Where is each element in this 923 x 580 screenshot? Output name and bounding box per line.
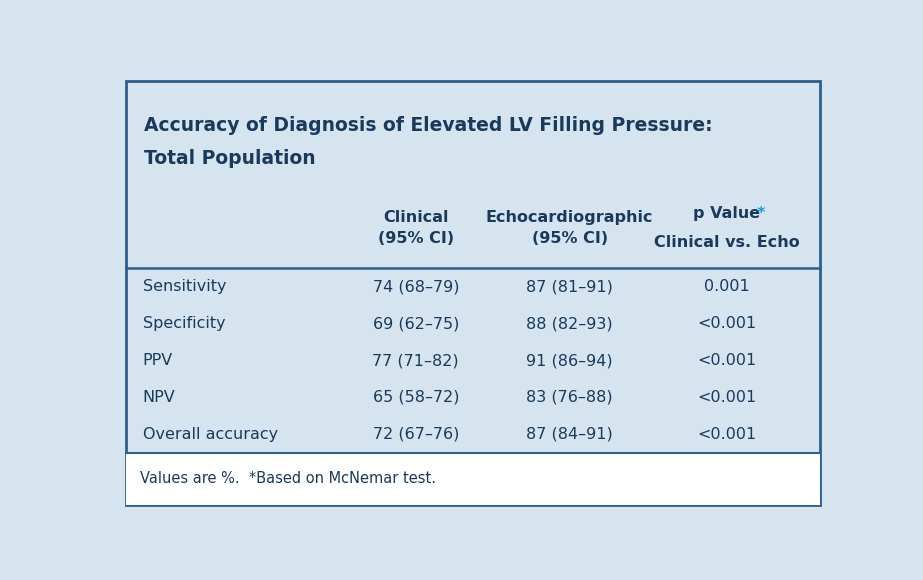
Text: 74 (68–79): 74 (68–79) xyxy=(373,280,459,294)
Text: 69 (62–75): 69 (62–75) xyxy=(373,316,459,331)
Text: Total Population: Total Population xyxy=(144,150,316,168)
Text: 91 (86–94): 91 (86–94) xyxy=(526,353,613,368)
Text: 87 (81–91): 87 (81–91) xyxy=(526,280,613,294)
Text: <0.001: <0.001 xyxy=(698,390,757,405)
Text: NPV: NPV xyxy=(142,390,175,405)
Text: *: * xyxy=(757,206,765,222)
Text: <0.001: <0.001 xyxy=(698,353,757,368)
Text: <0.001: <0.001 xyxy=(698,316,757,331)
Text: Accuracy of Diagnosis of Elevated LV Filling Pressure:: Accuracy of Diagnosis of Elevated LV Fil… xyxy=(144,116,713,135)
Text: 0.001: 0.001 xyxy=(704,280,749,294)
Text: 87 (84–91): 87 (84–91) xyxy=(526,427,613,442)
Text: Specificity: Specificity xyxy=(142,316,225,331)
Text: 65 (58–72): 65 (58–72) xyxy=(373,390,459,405)
FancyBboxPatch shape xyxy=(126,453,820,505)
Text: PPV: PPV xyxy=(142,353,173,368)
Text: Sensitivity: Sensitivity xyxy=(142,280,226,294)
FancyBboxPatch shape xyxy=(126,81,820,505)
Text: Echocardiographic
(95% CI): Echocardiographic (95% CI) xyxy=(485,210,653,246)
Text: Clinical vs. Echo: Clinical vs. Echo xyxy=(654,235,800,250)
Text: Overall accuracy: Overall accuracy xyxy=(142,427,278,442)
Text: 72 (67–76): 72 (67–76) xyxy=(373,427,459,442)
Text: Values are %.  *Based on McNemar test.: Values are %. *Based on McNemar test. xyxy=(140,472,437,487)
Text: <0.001: <0.001 xyxy=(698,427,757,442)
Text: p Value: p Value xyxy=(693,206,761,222)
Text: 88 (82–93): 88 (82–93) xyxy=(526,316,613,331)
Text: 77 (71–82): 77 (71–82) xyxy=(373,353,459,368)
Text: Clinical
(95% CI): Clinical (95% CI) xyxy=(378,210,454,246)
Text: 83 (76–88): 83 (76–88) xyxy=(526,390,613,405)
